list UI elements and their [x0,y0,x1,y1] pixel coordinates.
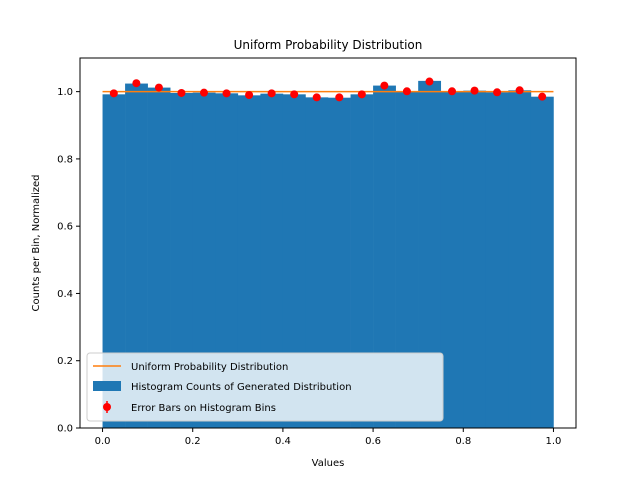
error-marker [470,86,479,95]
x-axis-label: Values [312,458,345,469]
error-marker [493,88,502,97]
histogram-bar [125,83,148,429]
x-axis-ticks: 0.0 0.2 0.4 0.6 0.8 1.0 [95,428,562,447]
histogram-bar [440,91,464,429]
legend-label-uniform: Uniform Probability Distribution [131,362,288,373]
error-marker [425,77,434,86]
error-marker [222,89,231,98]
histogram-bar [373,85,396,428]
error-marker [402,87,411,96]
x-tick-label: 0.2 [185,436,201,447]
error-marker [245,91,254,99]
error-marker [538,92,547,101]
error-bars [109,77,547,102]
x-tick-label: 0.0 [95,436,111,447]
legend-box [86,352,444,422]
y-tick-label: 0.4 [57,289,73,300]
plot-frame [79,57,577,429]
histogram-bar [328,97,351,428]
histogram-bar [530,96,554,428]
legend: Uniform Probability Distribution Histogr… [86,352,444,422]
histogram-bar [395,91,419,429]
legend-label-histogram: Histogram Counts of Generated Distributi… [131,382,352,393]
histogram-bar [192,92,216,429]
histogram-bar [305,97,329,428]
chart-title: Uniform Probability Distribution [234,38,423,52]
error-marker [132,79,141,88]
histogram-bar [350,94,374,428]
histogram-bar [463,90,487,429]
y-tick-label: 0.6 [57,222,73,233]
error-marker [267,89,276,98]
y-tick-label: 0.8 [57,154,73,165]
histogram-bar [147,87,171,428]
error-marker [380,81,389,90]
x-tick-label: 0.8 [455,436,471,447]
error-marker [177,88,186,97]
error-marker [200,88,208,97]
error-marker [335,93,344,102]
histogram-bar [485,92,509,429]
histogram-bars [102,80,554,429]
histogram-bar [237,95,261,428]
y-axis-label: Counts per Bin, Normalized [31,175,42,312]
histogram-bar [282,94,306,428]
error-marker [109,89,118,98]
histogram-bar [170,92,194,429]
x-tick-label: 0.4 [275,436,291,447]
histogram-bar [418,80,442,428]
y-tick-label: 0.2 [57,356,73,367]
y-axis-ticks: 0.0 0.2 0.4 0.6 0.8 1.0 [57,87,80,435]
error-marker [448,87,456,96]
error-marker [515,86,524,95]
histogram-bar [508,90,532,429]
error-marker [290,90,299,99]
x-tick-label: 0.6 [365,436,381,447]
legend-label-errorbars: Error Bars on Histogram Bins [131,403,276,414]
error-marker [312,93,321,102]
histogram-bar [215,93,239,429]
legend-marker-swatch [103,403,111,411]
error-marker [154,83,163,92]
legend-bar-swatch [93,381,121,391]
y-tick-label: 1.0 [57,87,73,98]
histogram-bar [260,93,284,429]
x-tick-label: 1.0 [546,436,562,447]
y-tick-label: 0.0 [57,424,73,435]
error-marker [357,90,366,99]
histogram-bar [102,94,126,428]
